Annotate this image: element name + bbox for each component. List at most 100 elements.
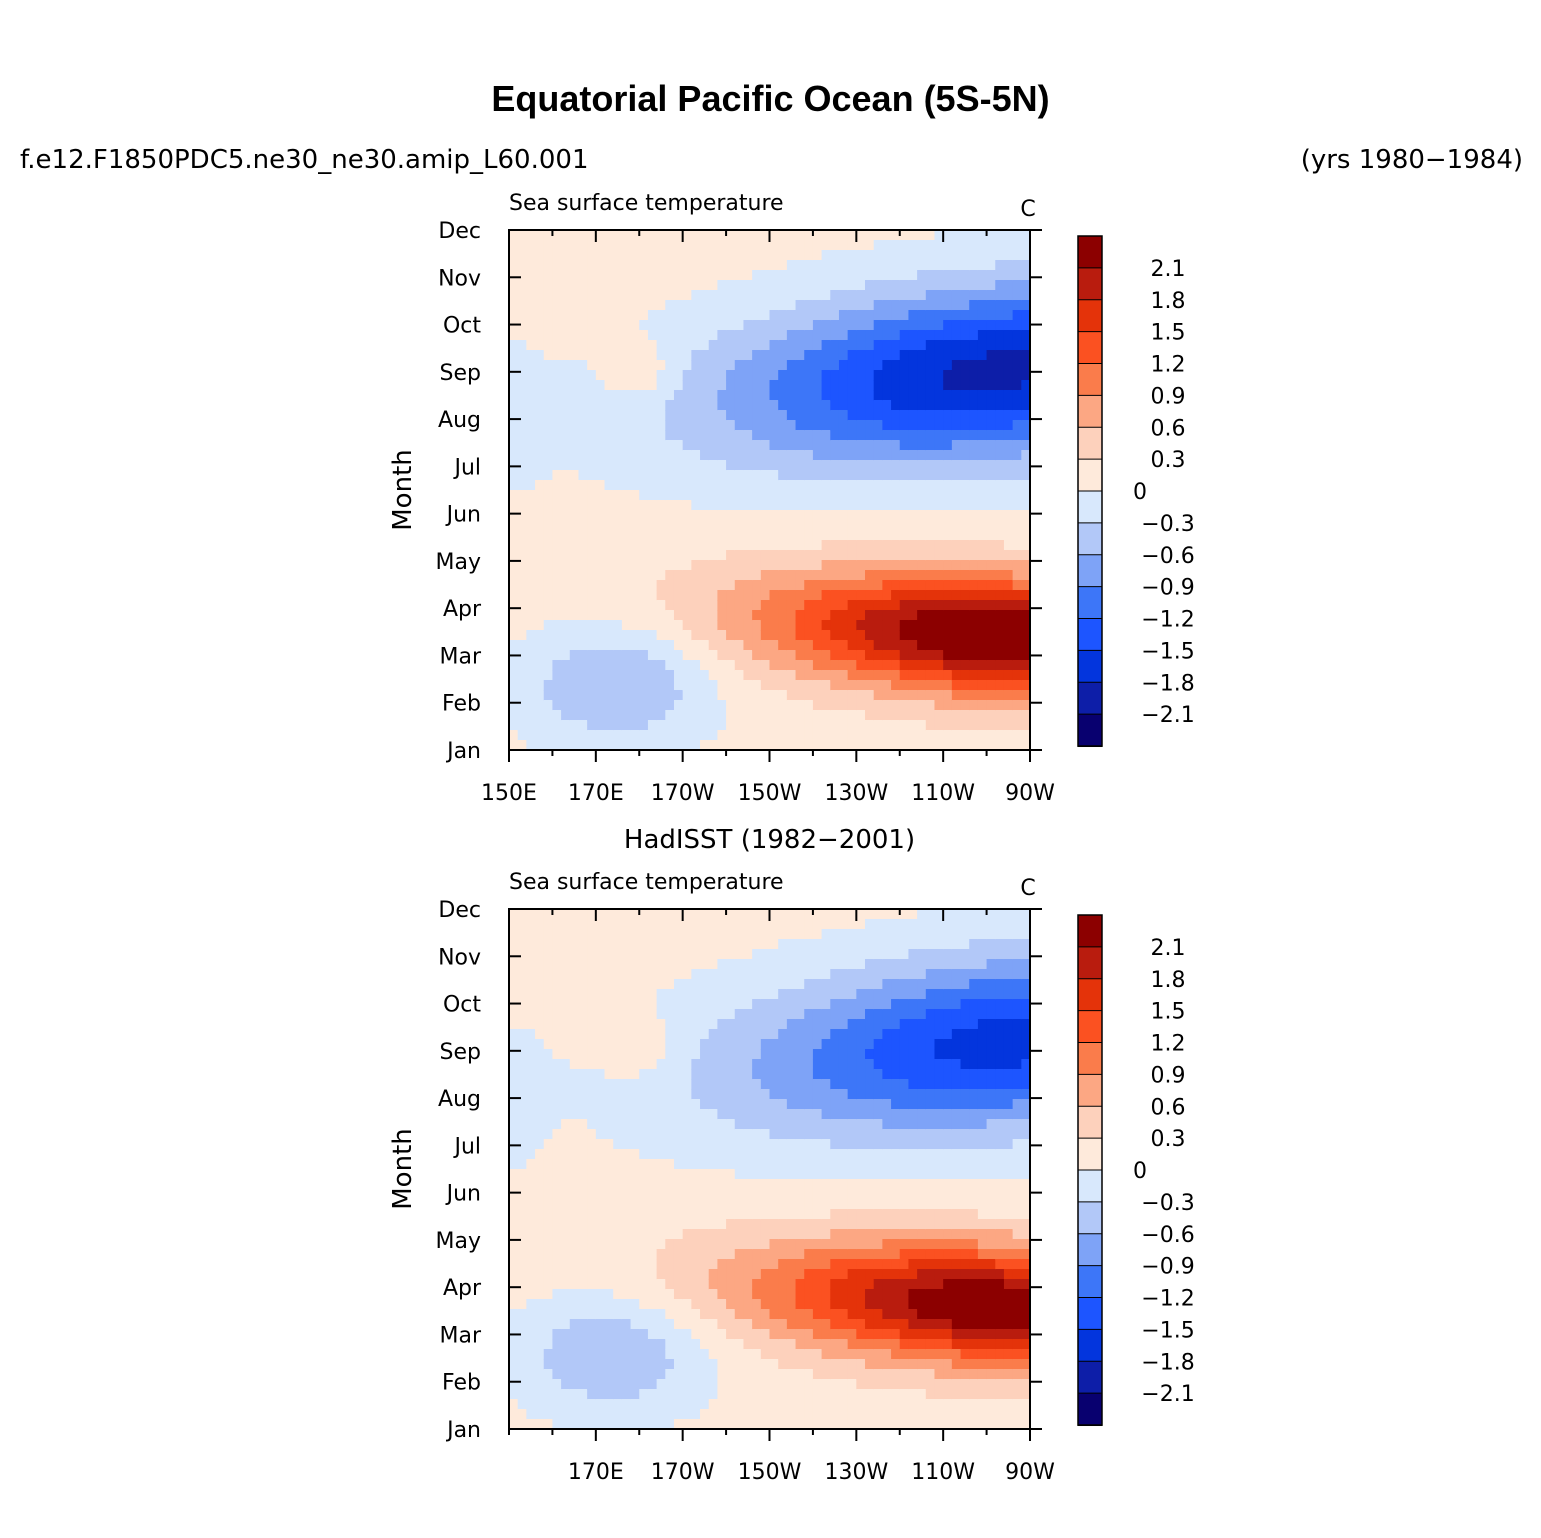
contour-cell (656, 640, 666, 651)
contour-cell (621, 290, 632, 301)
contour-cell (1003, 670, 1014, 681)
contour-cell (708, 1299, 718, 1310)
contour-cell (595, 640, 606, 651)
contour-cell (969, 660, 979, 671)
contour-cell (934, 270, 944, 281)
contour-cell (526, 989, 536, 1000)
contour-cell (578, 380, 588, 391)
contour-cell (908, 270, 918, 281)
contour-cell (856, 480, 866, 491)
contour-cell (665, 979, 675, 990)
contour-cell (726, 330, 736, 341)
contour-cell (639, 530, 649, 541)
contour-cell (734, 919, 745, 930)
contour-cell (543, 290, 554, 301)
contour-cell (769, 520, 779, 531)
contour-cell (647, 430, 658, 441)
contour-cell (891, 550, 901, 561)
contour-cell (726, 1399, 736, 1410)
contour-cell (682, 1079, 692, 1090)
contour-cell (639, 1309, 649, 1320)
contour-cell (647, 710, 658, 721)
y-tick-label: Jun (445, 503, 481, 528)
contour-cell (752, 390, 762, 401)
contour-cell (526, 949, 536, 960)
contour-cell (708, 290, 718, 301)
contour-cell (673, 380, 684, 391)
contour-cell (673, 1029, 684, 1040)
contour-cell (856, 310, 866, 321)
contour-cell (621, 1199, 632, 1210)
contour-cell (786, 610, 797, 621)
contour-cell (526, 270, 536, 281)
contour-cell (526, 1179, 536, 1190)
contour-cell (578, 929, 588, 940)
contour-cell (804, 360, 814, 371)
contour-cell (604, 360, 614, 371)
contour-cell (526, 1419, 536, 1430)
contour-cell (517, 1249, 527, 1260)
contour-cell (717, 630, 727, 641)
contour-cell (743, 1019, 753, 1030)
contour-cell (786, 1229, 797, 1240)
contour-cell (865, 690, 875, 701)
contour-cell (925, 420, 936, 431)
contour-cell (734, 1239, 745, 1250)
contour-cell (951, 320, 962, 331)
contour-cell (969, 450, 979, 461)
contour-cell (726, 1159, 736, 1170)
contour-cell (1021, 480, 1031, 491)
contour-cell (613, 410, 623, 421)
contour-cell (708, 1029, 718, 1040)
contour-cell (804, 500, 814, 511)
contour-cell (509, 939, 519, 950)
contour-cell (517, 620, 527, 631)
contour-cell (578, 1239, 588, 1250)
contour-cell (708, 1019, 718, 1030)
contour-cell (908, 690, 918, 701)
contour-cell (743, 420, 753, 431)
contour-cell (882, 300, 892, 311)
contour-cell (873, 710, 883, 721)
contour-cell (700, 440, 710, 451)
contour-cell (673, 290, 684, 301)
contour-cell (778, 1069, 788, 1080)
contour-cell (899, 630, 910, 641)
contour-cell (595, 550, 606, 561)
contour-cell (752, 1109, 762, 1120)
contour-cell (769, 1309, 779, 1320)
contour-cell (569, 1379, 580, 1390)
contour-cell (1012, 500, 1022, 511)
contour-cell (760, 1379, 771, 1390)
contour-cell (717, 949, 727, 960)
contour-cell (509, 660, 519, 671)
contour-cell (569, 1179, 580, 1190)
contour-cell (925, 480, 936, 491)
contour-cell (552, 610, 562, 621)
contour-cell (587, 979, 597, 990)
contour-cell (760, 340, 771, 351)
contour-cell (535, 430, 545, 441)
contour-cell (830, 500, 840, 511)
contour-cell (804, 530, 814, 541)
contour-cell (977, 280, 988, 291)
contour-cell (543, 340, 554, 351)
contour-cell (587, 530, 597, 541)
contour-cell (647, 1389, 658, 1400)
contour-cell (917, 430, 927, 441)
contour-cell (517, 400, 527, 411)
contour-cell (517, 710, 527, 721)
contour-cell (656, 330, 666, 341)
contour-cell (621, 1299, 632, 1310)
contour-cell (587, 1399, 597, 1410)
contour-cell (673, 1069, 684, 1080)
contour-cell (873, 520, 883, 531)
contour-cell (647, 1129, 658, 1140)
contour-cell (804, 680, 814, 691)
contour-cell (795, 1389, 805, 1400)
contour-cell (891, 720, 901, 731)
contour-cell (673, 1379, 684, 1390)
contour-cell (1012, 590, 1022, 601)
contour-cell (752, 460, 762, 471)
contour-cell (769, 989, 779, 1000)
